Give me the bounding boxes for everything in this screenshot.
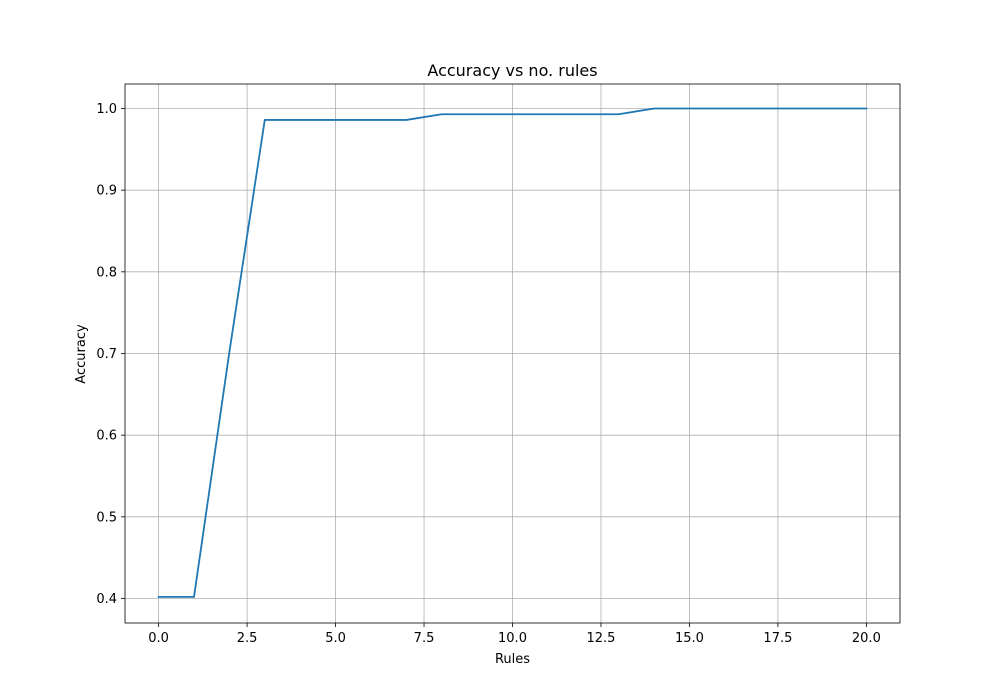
x-tick-label: 15.0 — [675, 631, 704, 646]
grid-layer — [125, 84, 900, 623]
y-tick-label: 0.4 — [96, 592, 117, 607]
x-tick-label: 10.0 — [498, 631, 527, 646]
accuracy-line — [157, 107, 868, 598]
series-layer — [157, 107, 868, 598]
x-tick-label: 2.5 — [237, 631, 258, 646]
ticks-layer: 0.0 2.5 5.0 7.5 10.0 12.5 15.0 17.5 20.0 0.4 0.5 0.… — [96, 102, 881, 646]
y-tick-label: 0.7 — [96, 347, 117, 362]
x-tick-label: 17.5 — [763, 631, 792, 646]
y-tick-label: 0.5 — [96, 510, 117, 525]
y-tick-label: 0.8 — [96, 265, 117, 280]
x-tick-label: 7.5 — [414, 631, 435, 646]
chart-title: Accuracy vs no. rules — [427, 61, 597, 80]
y-axis-label: Accuracy — [74, 324, 89, 384]
x-tick-label: 12.5 — [586, 631, 615, 646]
x-tick-label: 0.0 — [148, 631, 169, 646]
x-tick-label: 20.0 — [852, 631, 881, 646]
y-tick-label: 0.6 — [96, 429, 117, 444]
y-tick-label: 0.9 — [96, 184, 117, 199]
x-axis-label: Rules — [495, 652, 530, 667]
y-tick-label: 1.0 — [96, 102, 117, 117]
x-tick-label: 5.0 — [325, 631, 346, 646]
